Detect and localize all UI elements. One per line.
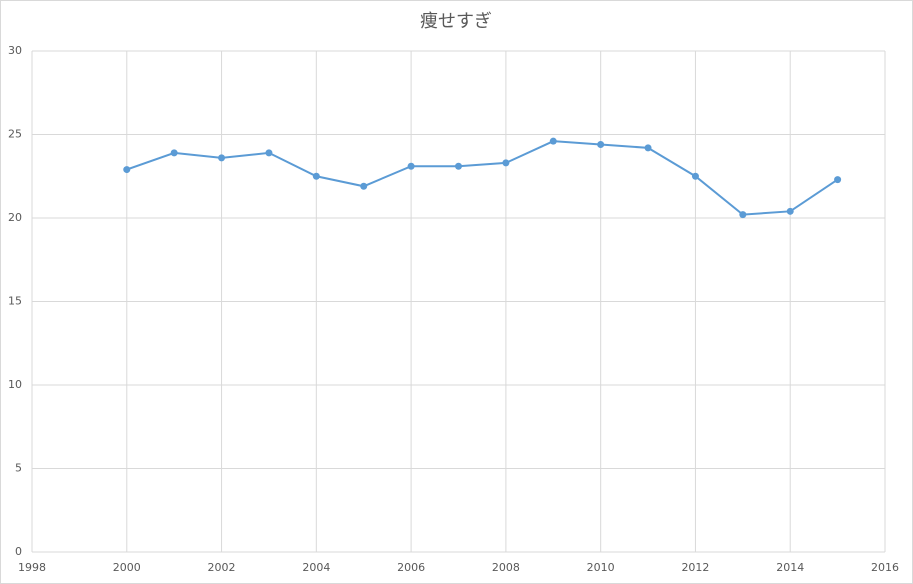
- y-tick-label: 15: [8, 295, 22, 308]
- data-line: [126, 140, 839, 216]
- x-tick-label: 2000: [113, 561, 141, 574]
- data-point: [407, 162, 415, 170]
- x-tick-label: 2004: [302, 561, 330, 574]
- data-point: [786, 207, 794, 215]
- data-point: [218, 154, 226, 162]
- x-tick-label: 2014: [776, 561, 804, 574]
- x-tick-label: 2016: [871, 561, 899, 574]
- data-point: [123, 166, 131, 174]
- data-point: [834, 176, 842, 184]
- y-tick-label: 25: [8, 128, 22, 141]
- data-point: [644, 144, 652, 152]
- x-tick-label: 2012: [681, 561, 709, 574]
- data-point: [691, 172, 699, 180]
- x-tick-label: 2006: [397, 561, 425, 574]
- data-point: [597, 141, 605, 149]
- y-tick-label: 10: [8, 378, 22, 391]
- data-point: [312, 172, 320, 180]
- data-point: [502, 159, 510, 167]
- y-tick-label: 30: [8, 44, 22, 57]
- x-tick-label: 2008: [492, 561, 520, 574]
- chart-title: 痩せすぎ: [420, 11, 492, 32]
- y-tick-label: 0: [15, 545, 22, 558]
- data-point: [455, 162, 462, 170]
- data-point: [739, 211, 747, 219]
- y-tick-label: 20: [8, 211, 22, 224]
- x-tick-label: 1998: [18, 561, 46, 574]
- data-point: [170, 149, 178, 157]
- data-point: [549, 137, 557, 145]
- y-tick-label: 5: [15, 462, 22, 475]
- x-tick-label: 2010: [587, 561, 615, 574]
- data-point: [265, 149, 273, 157]
- x-tick-label: 2002: [208, 561, 236, 574]
- data-point: [360, 182, 368, 190]
